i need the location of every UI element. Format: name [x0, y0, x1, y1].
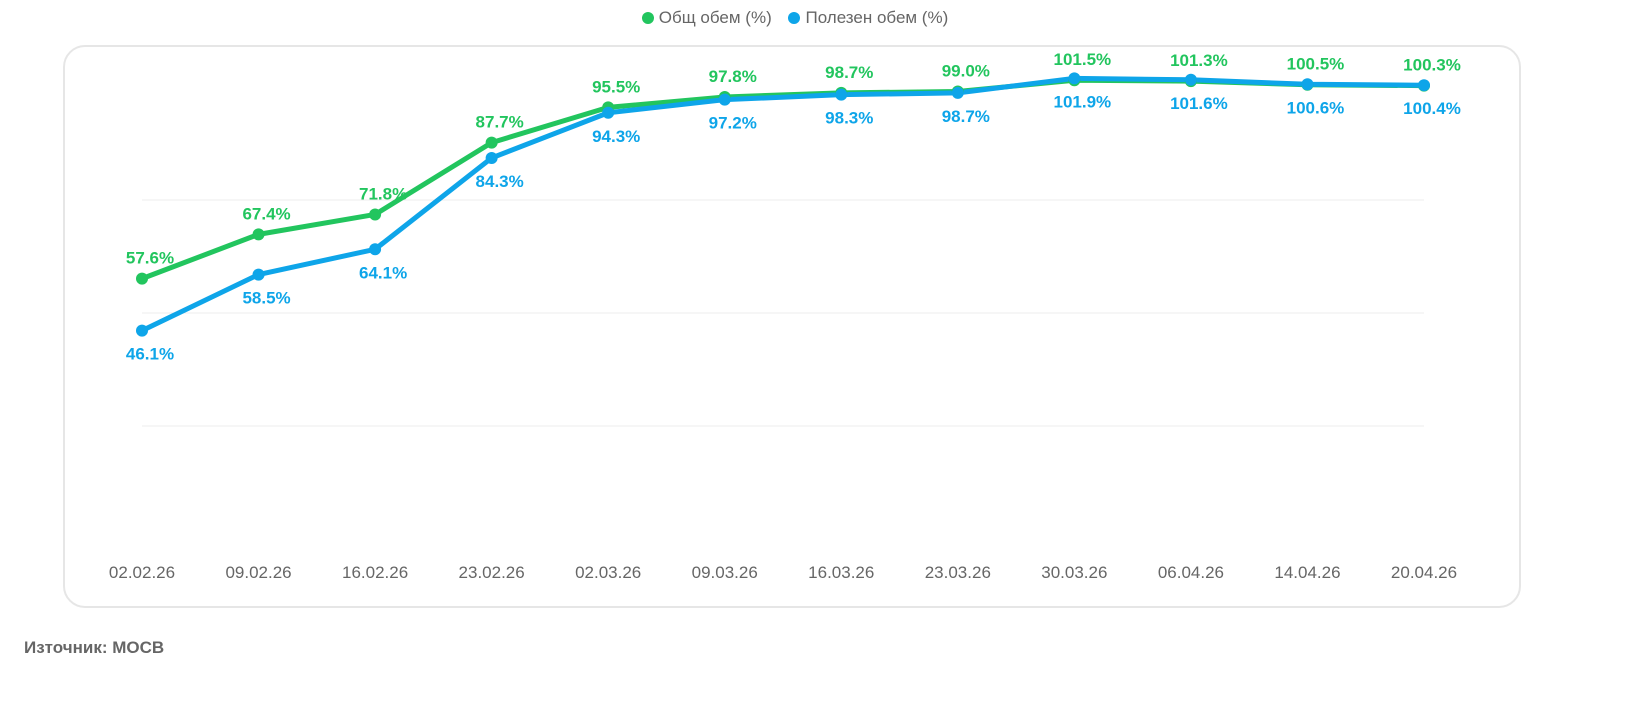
data-label: 87.7% — [476, 113, 524, 132]
x-tick-label: 23.02.26 — [459, 563, 525, 582]
x-tick-label: 20.04.26 — [1391, 563, 1457, 582]
data-label: 64.1% — [359, 263, 407, 282]
data-label: 67.4% — [242, 204, 290, 223]
data-point — [252, 228, 265, 241]
data-label: 71.8% — [359, 184, 407, 203]
data-label: 101.5% — [1054, 50, 1112, 69]
data-point — [369, 243, 382, 256]
data-label: 98.7% — [825, 63, 873, 82]
data-point — [951, 86, 964, 99]
data-label: 98.3% — [825, 109, 873, 128]
data-label: 100.5% — [1287, 55, 1345, 74]
data-label: 100.4% — [1403, 99, 1461, 118]
x-tick-label: 09.03.26 — [692, 563, 758, 582]
data-point — [1301, 78, 1314, 91]
data-point — [718, 93, 731, 106]
data-point — [1184, 73, 1197, 86]
data-label: 95.5% — [592, 77, 640, 96]
data-label: 100.3% — [1403, 56, 1461, 75]
x-tick-label: 09.02.26 — [225, 563, 291, 582]
x-tick-label: 02.02.26 — [109, 563, 175, 582]
data-point — [485, 136, 498, 149]
data-label: 97.2% — [709, 114, 757, 133]
data-label: 100.6% — [1287, 98, 1345, 117]
x-tick-label: 23.03.26 — [925, 563, 991, 582]
data-label: 94.3% — [592, 127, 640, 146]
data-point — [136, 324, 148, 337]
legend-item-useful-volume[interactable]: Полезен обем (%) — [788, 8, 948, 28]
legend-marker — [641, 12, 654, 24]
chart-card — [63, 45, 1521, 608]
data-label: 99.0% — [942, 62, 990, 81]
x-tick-label: 02.03.26 — [575, 563, 641, 582]
data-label: 97.8% — [709, 67, 757, 86]
data-point — [136, 272, 148, 285]
source-note: Източник: МОСВ — [24, 638, 165, 657]
x-tick-label: 16.02.26 — [342, 563, 408, 582]
x-tick-label: 06.04.26 — [1158, 563, 1224, 582]
legend-label: Общ обем (%) — [658, 8, 772, 27]
legend-marker — [788, 12, 801, 24]
x-tick-label: 16.03.26 — [808, 563, 874, 582]
data-point — [252, 268, 265, 281]
data-label: 84.3% — [476, 172, 524, 191]
series-line — [140, 75, 1425, 333]
legend-item-total-volume[interactable]: Общ обем (%) — [641, 8, 772, 28]
data-label: 101.6% — [1170, 94, 1228, 113]
data-label: 58.5% — [242, 289, 290, 308]
data-point — [1418, 79, 1430, 92]
chart-legend: Общ обем (%) Полезен обем (%) — [0, 8, 1590, 29]
data-point — [1068, 72, 1081, 85]
legend-label: Полезен обем (%) — [805, 8, 949, 27]
data-label: 57.6% — [126, 249, 174, 268]
data-label: 98.7% — [942, 107, 990, 126]
series-line — [141, 77, 1425, 281]
data-label: 101.9% — [1054, 92, 1112, 111]
data-point — [485, 151, 498, 164]
x-tick-label: 14.04.26 — [1274, 563, 1340, 582]
data-point — [369, 208, 382, 221]
x-tick-label: 30.03.26 — [1041, 563, 1107, 582]
data-point — [835, 88, 848, 101]
data-label: 46.1% — [126, 345, 174, 364]
data-point — [602, 106, 615, 119]
data-label: 101.3% — [1170, 51, 1228, 70]
